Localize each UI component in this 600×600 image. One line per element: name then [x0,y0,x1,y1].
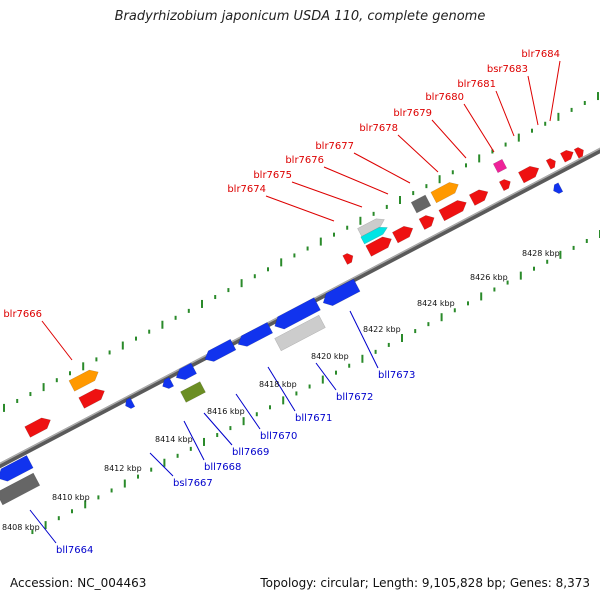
gene-feature-f10 [418,215,435,230]
gene-feature-r1 [0,455,34,482]
gene-label-reverse: bll7668 [204,462,241,473]
gene-feature-f15 [492,158,508,174]
leader-line [349,310,379,369]
gene-label-forward: blr7666 [3,309,42,320]
gene-label-forward: blr7684 [521,49,560,60]
gene-feature-f19 [573,147,584,159]
scale-label: 8428 kbp [522,249,560,258]
gene-feature-r3 [125,397,136,409]
accession-text: Accession: NC_004463 [10,576,147,590]
gene-label-forward: blr7675 [253,170,292,181]
leader-line [353,152,411,184]
leader-line [463,103,495,153]
gene-feature-f7 [365,236,392,257]
gene-feature-r6 [175,362,197,380]
gene-feature-r11 [322,278,361,307]
gene-feature-f5 [357,218,385,237]
gene-feature-r5 [180,381,206,403]
gene-feature-r4 [162,376,175,389]
label-leader-lines [29,60,561,544]
leader-line [431,119,467,159]
gene-label-forward: blr7679 [393,108,432,119]
gene-feature-f16 [518,166,540,184]
scale-label: 8422 kbp [363,325,401,334]
scale-label: 8424 kbp [417,299,455,308]
leader-line [41,320,73,361]
leader-line [323,166,389,195]
lower-ruler [31,230,600,535]
gene-label-forward: blr7674 [227,184,266,195]
leader-line [527,75,539,126]
upper-ruler [3,92,599,412]
gene-label-reverse: bll7671 [295,413,332,424]
leader-line [267,366,296,412]
gene-feature-f17 [545,158,556,170]
leader-line [315,362,337,391]
gene-label-forward: blr7676 [285,155,324,166]
gene-feature-r10 [274,297,321,330]
leader-line [265,195,335,222]
leader-line [549,60,561,122]
gene-label-forward: bsr7683 [487,64,528,75]
gene-feature-r9 [274,314,326,352]
leader-line [495,90,515,137]
scale-label: 8426 kbp [470,273,508,282]
gene-feature-f8 [392,226,414,244]
gene-feature-r12 [553,182,564,194]
leader-line [203,412,233,446]
scale-label: 8414 kbp [155,435,193,444]
gene-features [0,147,584,506]
gene-feature-f14 [498,179,511,192]
leader-line [235,393,261,430]
gene-label-reverse: bsl7667 [173,478,213,489]
gene-label-reverse: bll7673 [378,370,415,381]
gene-label-forward: blr7680 [425,92,464,103]
map-title: Bradyrhizobium japonicum USDA 110, compl… [114,9,486,24]
leader-line [291,181,363,208]
gene-feature-f2 [68,369,99,392]
gene-feature-f9 [410,194,432,214]
scale-labels: 8408 kbp 8410 kbp 8412 kbp 8414 kbp 8416 kbp… [2,249,560,532]
gene-label-reverse: bll7670 [260,431,297,442]
gene-label-reverse: bll7672 [336,392,373,403]
gene-labels: blr7666 blr7674 blr7675 blr7676 blr7677 blr76… [3,49,560,556]
scale-label: 8416 kbp [207,407,245,416]
gene-feature-f4 [342,253,354,265]
gene-feature-f6 [360,226,388,245]
gene-label-forward: blr7681 [457,79,496,90]
leader-line [29,509,57,544]
gene-feature-r8 [237,321,274,347]
gene-feature-f11 [438,200,467,222]
leader-line [397,134,439,173]
scale-label: 8412 kbp [104,464,142,473]
gene-feature-f13 [468,189,489,206]
gene-feature-f1 [24,417,51,438]
scale-label: 8410 kbp [52,493,90,502]
gene-label-reverse: bll7664 [56,545,93,556]
gene-feature-f3 [78,388,105,409]
scale-label: 8408 kbp [2,523,40,532]
gene-feature-r2 [0,472,41,506]
gene-feature-f12 [430,182,459,204]
genome-stats-text: Topology: circular; Length: 9,105,828 bp… [260,576,590,590]
leader-line [149,452,174,477]
gene-label-forward: blr7677 [315,141,354,152]
gene-label-forward: blr7678 [359,123,398,134]
scale-label: 8418 kbp [259,380,297,389]
scale-label: 8420 kbp [311,352,349,361]
gene-feature-r7 [204,338,237,362]
leader-line [183,420,205,461]
gene-label-reverse: bll7669 [232,447,269,458]
gene-feature-f18 [560,150,574,163]
